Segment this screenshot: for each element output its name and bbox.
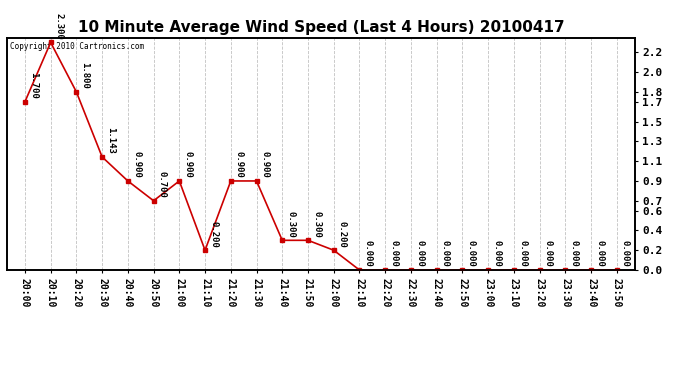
Text: 0.000: 0.000 bbox=[569, 240, 578, 267]
Text: 0.900: 0.900 bbox=[235, 151, 244, 178]
Text: 0.000: 0.000 bbox=[466, 240, 475, 267]
Text: 0.000: 0.000 bbox=[492, 240, 502, 267]
Text: 1.143: 1.143 bbox=[106, 127, 115, 154]
Text: 0.900: 0.900 bbox=[132, 151, 141, 178]
Text: 0.000: 0.000 bbox=[595, 240, 604, 267]
Text: 0.000: 0.000 bbox=[364, 240, 373, 267]
Text: 0.200: 0.200 bbox=[209, 220, 218, 248]
Text: 0.300: 0.300 bbox=[286, 211, 295, 237]
Text: 0.200: 0.200 bbox=[338, 220, 347, 248]
Text: 0.300: 0.300 bbox=[312, 211, 321, 237]
Title: 10 Minute Average Wind Speed (Last 4 Hours) 20100417: 10 Minute Average Wind Speed (Last 4 Hou… bbox=[77, 20, 564, 35]
Text: 0.000: 0.000 bbox=[415, 240, 424, 267]
Text: 0.900: 0.900 bbox=[184, 151, 193, 178]
Text: 1.700: 1.700 bbox=[29, 72, 38, 99]
Text: 1.800: 1.800 bbox=[81, 62, 90, 89]
Text: 0.000: 0.000 bbox=[621, 240, 630, 267]
Text: 0.000: 0.000 bbox=[389, 240, 398, 267]
Text: 0.000: 0.000 bbox=[441, 240, 450, 267]
Text: 0.000: 0.000 bbox=[544, 240, 553, 267]
Text: 0.000: 0.000 bbox=[518, 240, 527, 267]
Text: 0.700: 0.700 bbox=[158, 171, 167, 198]
Text: 0.900: 0.900 bbox=[261, 151, 270, 178]
Text: 2.300: 2.300 bbox=[55, 13, 63, 40]
Text: Copyright 2010 Cartronics.com: Copyright 2010 Cartronics.com bbox=[10, 42, 144, 51]
